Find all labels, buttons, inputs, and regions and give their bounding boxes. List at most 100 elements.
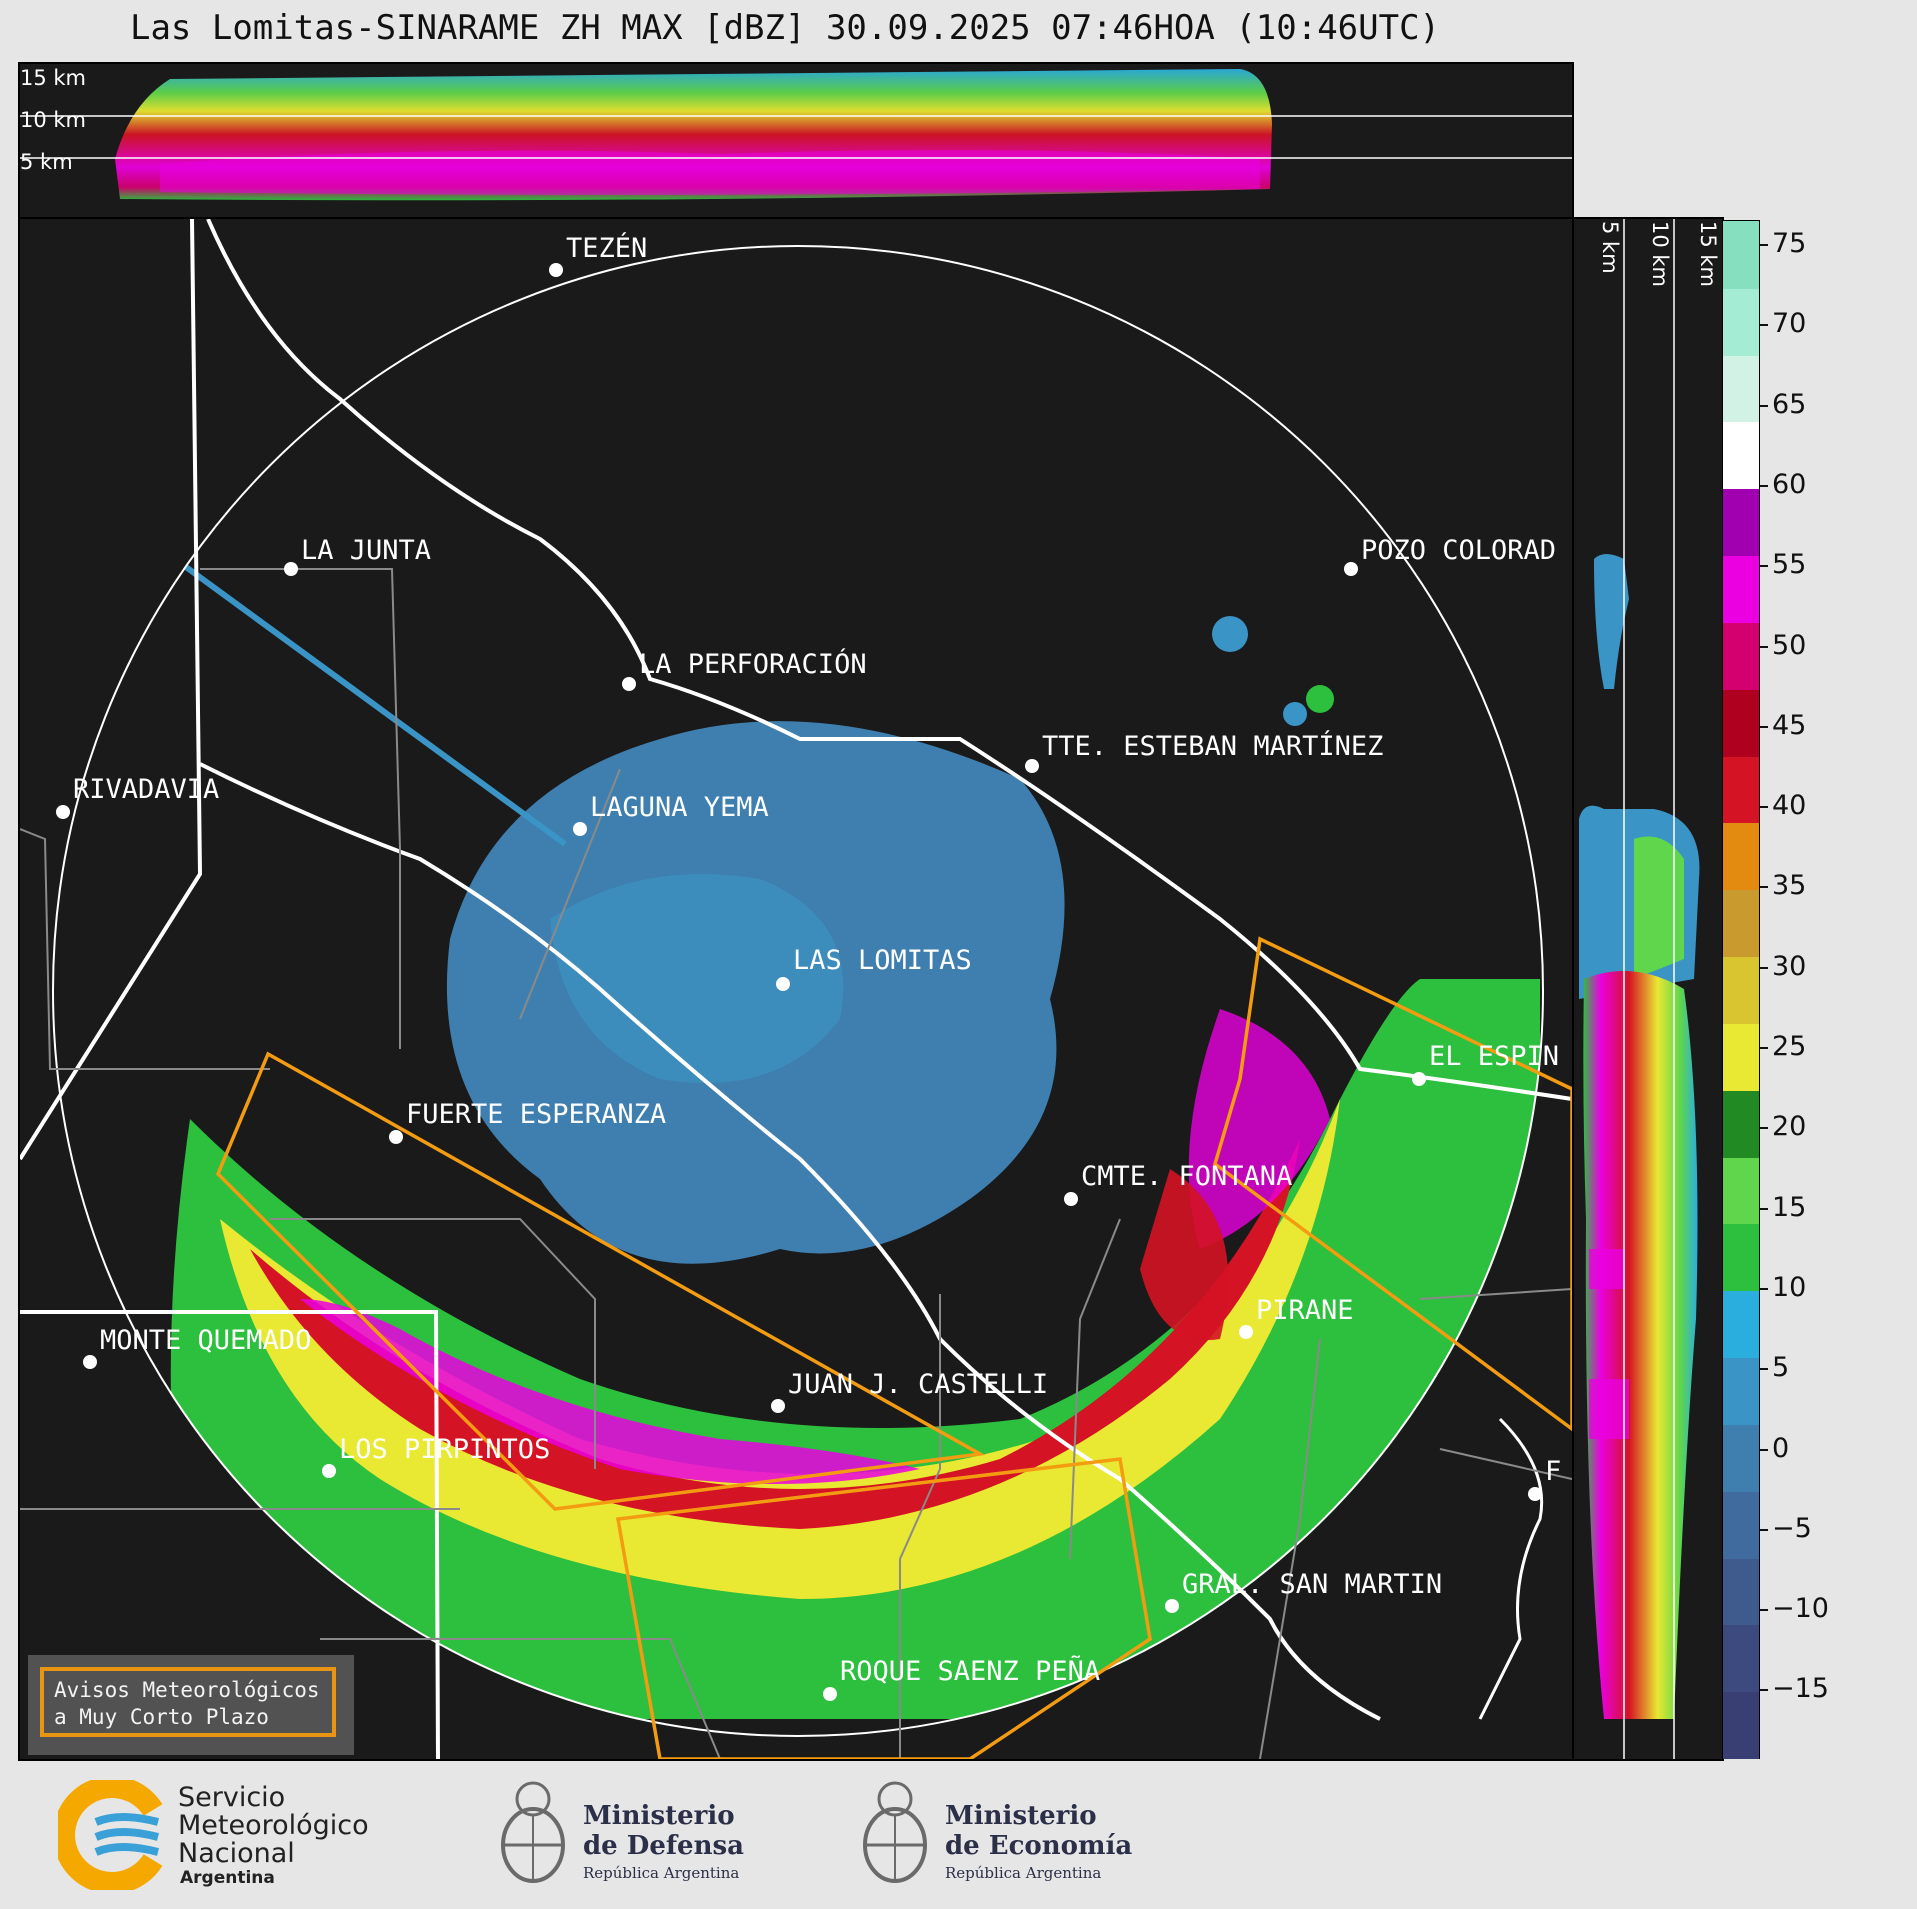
- economia-line3: República Argentina: [945, 1864, 1102, 1882]
- colorbar-segment: [1723, 1691, 1759, 1759]
- side-cross-section: [1579, 219, 1700, 1759]
- side-cross-section-panel: 5 km 10 km 15 km: [1572, 217, 1724, 1761]
- colorbar-segment: [1723, 1557, 1759, 1626]
- smn-emblem-icon: [58, 1780, 163, 1890]
- colorbar-segment: [1723, 1423, 1759, 1492]
- colorbar-tick-mark: [1760, 886, 1768, 889]
- place-markers: [56, 263, 1542, 1701]
- argentina-coat-of-arms-icon: [863, 1781, 927, 1883]
- altitude-label-5km: 5 km: [20, 150, 73, 174]
- colorbar-tick-label: 30: [1772, 950, 1807, 982]
- colorbar-segment: [1723, 421, 1759, 490]
- colorbar-segment: [1723, 1357, 1759, 1425]
- colorbar-tick-mark: [1760, 484, 1768, 487]
- colorbar-tick-mark: [1760, 1368, 1768, 1371]
- place-label-los-pirpintos: LOS PIRPINTOS: [339, 1434, 551, 1465]
- place-label-monte-quemado: MONTE QUEMADO: [100, 1325, 312, 1356]
- colorbar-segment: [1723, 287, 1759, 356]
- colorbar-segment: [1723, 755, 1759, 824]
- colorbar-segment: [1723, 1022, 1759, 1091]
- colorbar-tick-label: 40: [1772, 790, 1807, 822]
- colorbar-segment: [1723, 488, 1759, 557]
- colorbar-tick-label: 35: [1772, 870, 1807, 902]
- colorbar-tick-mark: [1760, 645, 1768, 648]
- colorbar-segment: [1723, 889, 1759, 958]
- place-label-tte-esteban-martinez: TTE. ESTEBAN MARTÍNEZ: [1042, 731, 1384, 762]
- colorbar-segment: [1723, 621, 1759, 690]
- place-label-roque-saenz-pena: ROQUE SAENZ PEÑA: [840, 1656, 1101, 1687]
- colorbar-tick-mark: [1760, 404, 1768, 407]
- colorbar-tick-label: 75: [1772, 228, 1807, 259]
- place-label-las-lomitas: LAS LOMITAS: [793, 945, 972, 976]
- colorbar-tick-label: 25: [1772, 1031, 1807, 1062]
- place-label-tezen: TEZÉN: [566, 233, 648, 264]
- colorbar-tick-label: 20: [1772, 1111, 1807, 1143]
- colorbar-tick-label: −5: [1772, 1512, 1812, 1544]
- colorbar-tick-label: −15: [1772, 1673, 1829, 1705]
- defensa-line2: de Defensa: [583, 1831, 744, 1861]
- colorbar-segment: [1723, 688, 1759, 757]
- smn-logo: Servicio Meteorológico Nacional Argentin…: [58, 1780, 398, 1890]
- colorbar-tick-mark: [1760, 1689, 1768, 1692]
- place-label-edge-f: F: [1545, 1456, 1562, 1487]
- reflectivity-colorbar: [1722, 220, 1760, 1759]
- colorbar-tick-mark: [1760, 324, 1768, 327]
- place-label-la-perforacion: LA PERFORACIÓN: [639, 649, 867, 680]
- colorbar-tick-mark: [1760, 565, 1768, 568]
- place-label-la-junta: LA JUNTA: [301, 535, 432, 566]
- place-label-pozo-colorado: POZO COLORAD: [1361, 535, 1557, 566]
- radar-map-canvas: [20, 219, 1572, 1759]
- place-label-gral-san-martin: GRAL. SAN MARTIN: [1182, 1569, 1443, 1600]
- ministerio-defensa-logo: Ministerio de Defensa República Argentin…: [495, 1775, 755, 1895]
- colorbar-segment: [1723, 1490, 1759, 1559]
- place-label-el-espinillo: EL ESPIN: [1429, 1041, 1560, 1072]
- colorbar-tick-mark: [1760, 1448, 1768, 1451]
- colorbar-tick-mark: [1760, 966, 1768, 969]
- colorbar-tick-label: 0: [1772, 1432, 1790, 1464]
- colorbar-tick-mark: [1760, 244, 1768, 246]
- colorbar-tick-mark: [1760, 1609, 1768, 1612]
- defensa-line3: República Argentina: [583, 1864, 740, 1882]
- colorbar-tick-label: 55: [1772, 549, 1807, 581]
- colorbar-tick-mark: [1760, 1207, 1768, 1210]
- colorbar-tick-label: 45: [1772, 709, 1807, 741]
- side-altitude-label-5km: 5 km: [1598, 221, 1622, 274]
- economia-line2: de Economía: [945, 1831, 1133, 1861]
- colorbar-segment: [1723, 354, 1759, 423]
- colorbar-tick-mark: [1760, 1127, 1768, 1130]
- colorbar-tick-label: 60: [1772, 468, 1807, 500]
- colorbar-tick-label: −10: [1772, 1593, 1829, 1625]
- warning-legend: Avisos Meteorológicos a Muy Corto Plazo: [28, 1655, 354, 1755]
- place-label-laguna-yema: LAGUNA YEMA: [590, 792, 769, 823]
- colorbar-tick-mark: [1760, 1528, 1768, 1531]
- place-label-rivadavia: RIVADAVIA: [73, 774, 220, 805]
- map-title: Las Lomitas-SINARAME ZH MAX [dBZ] 30.09.…: [129, 8, 1441, 48]
- colorbar-segment: [1723, 1290, 1759, 1359]
- colorbar-segment: [1723, 221, 1759, 289]
- colorbar-tick-label: 10: [1772, 1271, 1807, 1303]
- colorbar-segment: [1723, 822, 1759, 891]
- colorbar-segment: [1723, 1156, 1759, 1225]
- colorbar-tick-label: 70: [1772, 308, 1807, 340]
- smn-line3: Nacional: [178, 1838, 295, 1869]
- top-cross-section-panel: 15 km 10 km 5 km: [18, 62, 1574, 221]
- smn-line4: Argentina: [180, 1868, 275, 1888]
- colorbar-segment: [1723, 1223, 1759, 1292]
- altitude-label-10km: 10 km: [20, 108, 87, 132]
- colorbar-segment: [1723, 956, 1759, 1024]
- place-label-pirane: PIRANE: [1256, 1295, 1354, 1326]
- colorbar-tick-mark: [1760, 1287, 1768, 1290]
- altitude-label-15km: 15 km: [20, 66, 87, 90]
- place-label-cmte-fontana: CMTE. FONTANA: [1081, 1161, 1293, 1192]
- argentina-coat-of-arms-icon: [501, 1781, 565, 1883]
- colorbar-segment: [1723, 1624, 1759, 1693]
- colorbar-segment: [1723, 1089, 1759, 1158]
- colorbar-tick-label: 50: [1772, 629, 1807, 661]
- warning-legend-line2: a Muy Corto Plazo: [54, 1705, 269, 1729]
- place-label-juan-j-castelli: JUAN J. CASTELLI: [788, 1369, 1049, 1400]
- smn-line2: Meteorológico: [178, 1810, 369, 1841]
- radar-map: TEZÉN LA JUNTA POZO COLORAD LA PERFORACI…: [18, 217, 1574, 1761]
- ministerio-economia-logo: Ministerio de Economía República Argenti…: [857, 1775, 1157, 1895]
- side-altitude-label-15km: 15 km: [1696, 221, 1720, 288]
- defensa-line1: Ministerio: [583, 1801, 735, 1831]
